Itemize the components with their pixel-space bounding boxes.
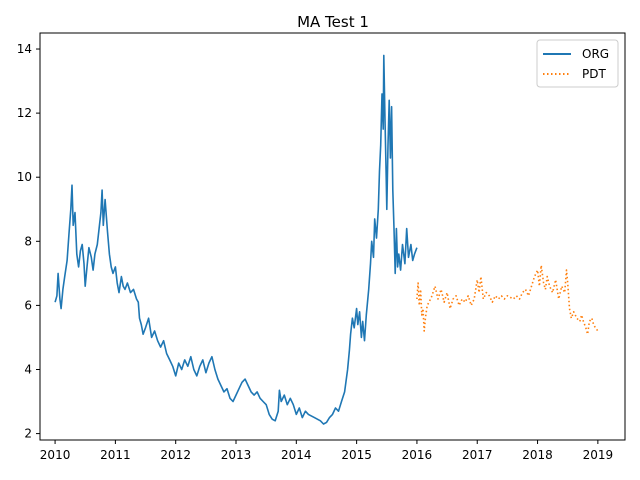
- x-axis: 2010 2011 2012 2013 2014 2015 2016 2017 2018 2019: [40, 440, 613, 462]
- axes-frame: [39, 32, 626, 441]
- y-tick-label: 2: [24, 427, 32, 441]
- y-tick-label: 8: [24, 234, 32, 248]
- legend-label-org: ORG: [582, 47, 609, 61]
- x-tick-label: 2018: [522, 448, 553, 462]
- legend: ORG PDT: [536, 39, 619, 88]
- x-tick-label: 2015: [341, 448, 372, 462]
- y-tick-label: 4: [24, 362, 32, 376]
- plot-area: [39, 32, 626, 441]
- x-tick-label: 2016: [402, 448, 433, 462]
- y-tick-label: 14: [17, 42, 32, 56]
- x-tick-label: 2011: [100, 448, 131, 462]
- x-tick-label: 2019: [583, 448, 614, 462]
- x-tick-label: 2017: [462, 448, 493, 462]
- x-tick-label: 2010: [40, 448, 71, 462]
- x-tick-label: 2012: [160, 448, 191, 462]
- x-tick-label: 2013: [221, 448, 252, 462]
- y-tick-label: 6: [24, 298, 32, 312]
- legend-box: [536, 39, 619, 88]
- chart-title: MA Test 1: [297, 13, 369, 31]
- y-tick-label: 10: [17, 170, 32, 184]
- x-tick-label: 2014: [281, 448, 312, 462]
- series-line-pdt: [416, 264, 599, 335]
- series-layer: [54, 54, 599, 425]
- y-axis: 2 4 6 8 10 12 14: [17, 42, 40, 441]
- y-tick-label: 12: [17, 106, 32, 120]
- plot-background: [40, 33, 625, 440]
- legend-label-pdt: PDT: [582, 67, 606, 81]
- series-line-org: [54, 54, 418, 425]
